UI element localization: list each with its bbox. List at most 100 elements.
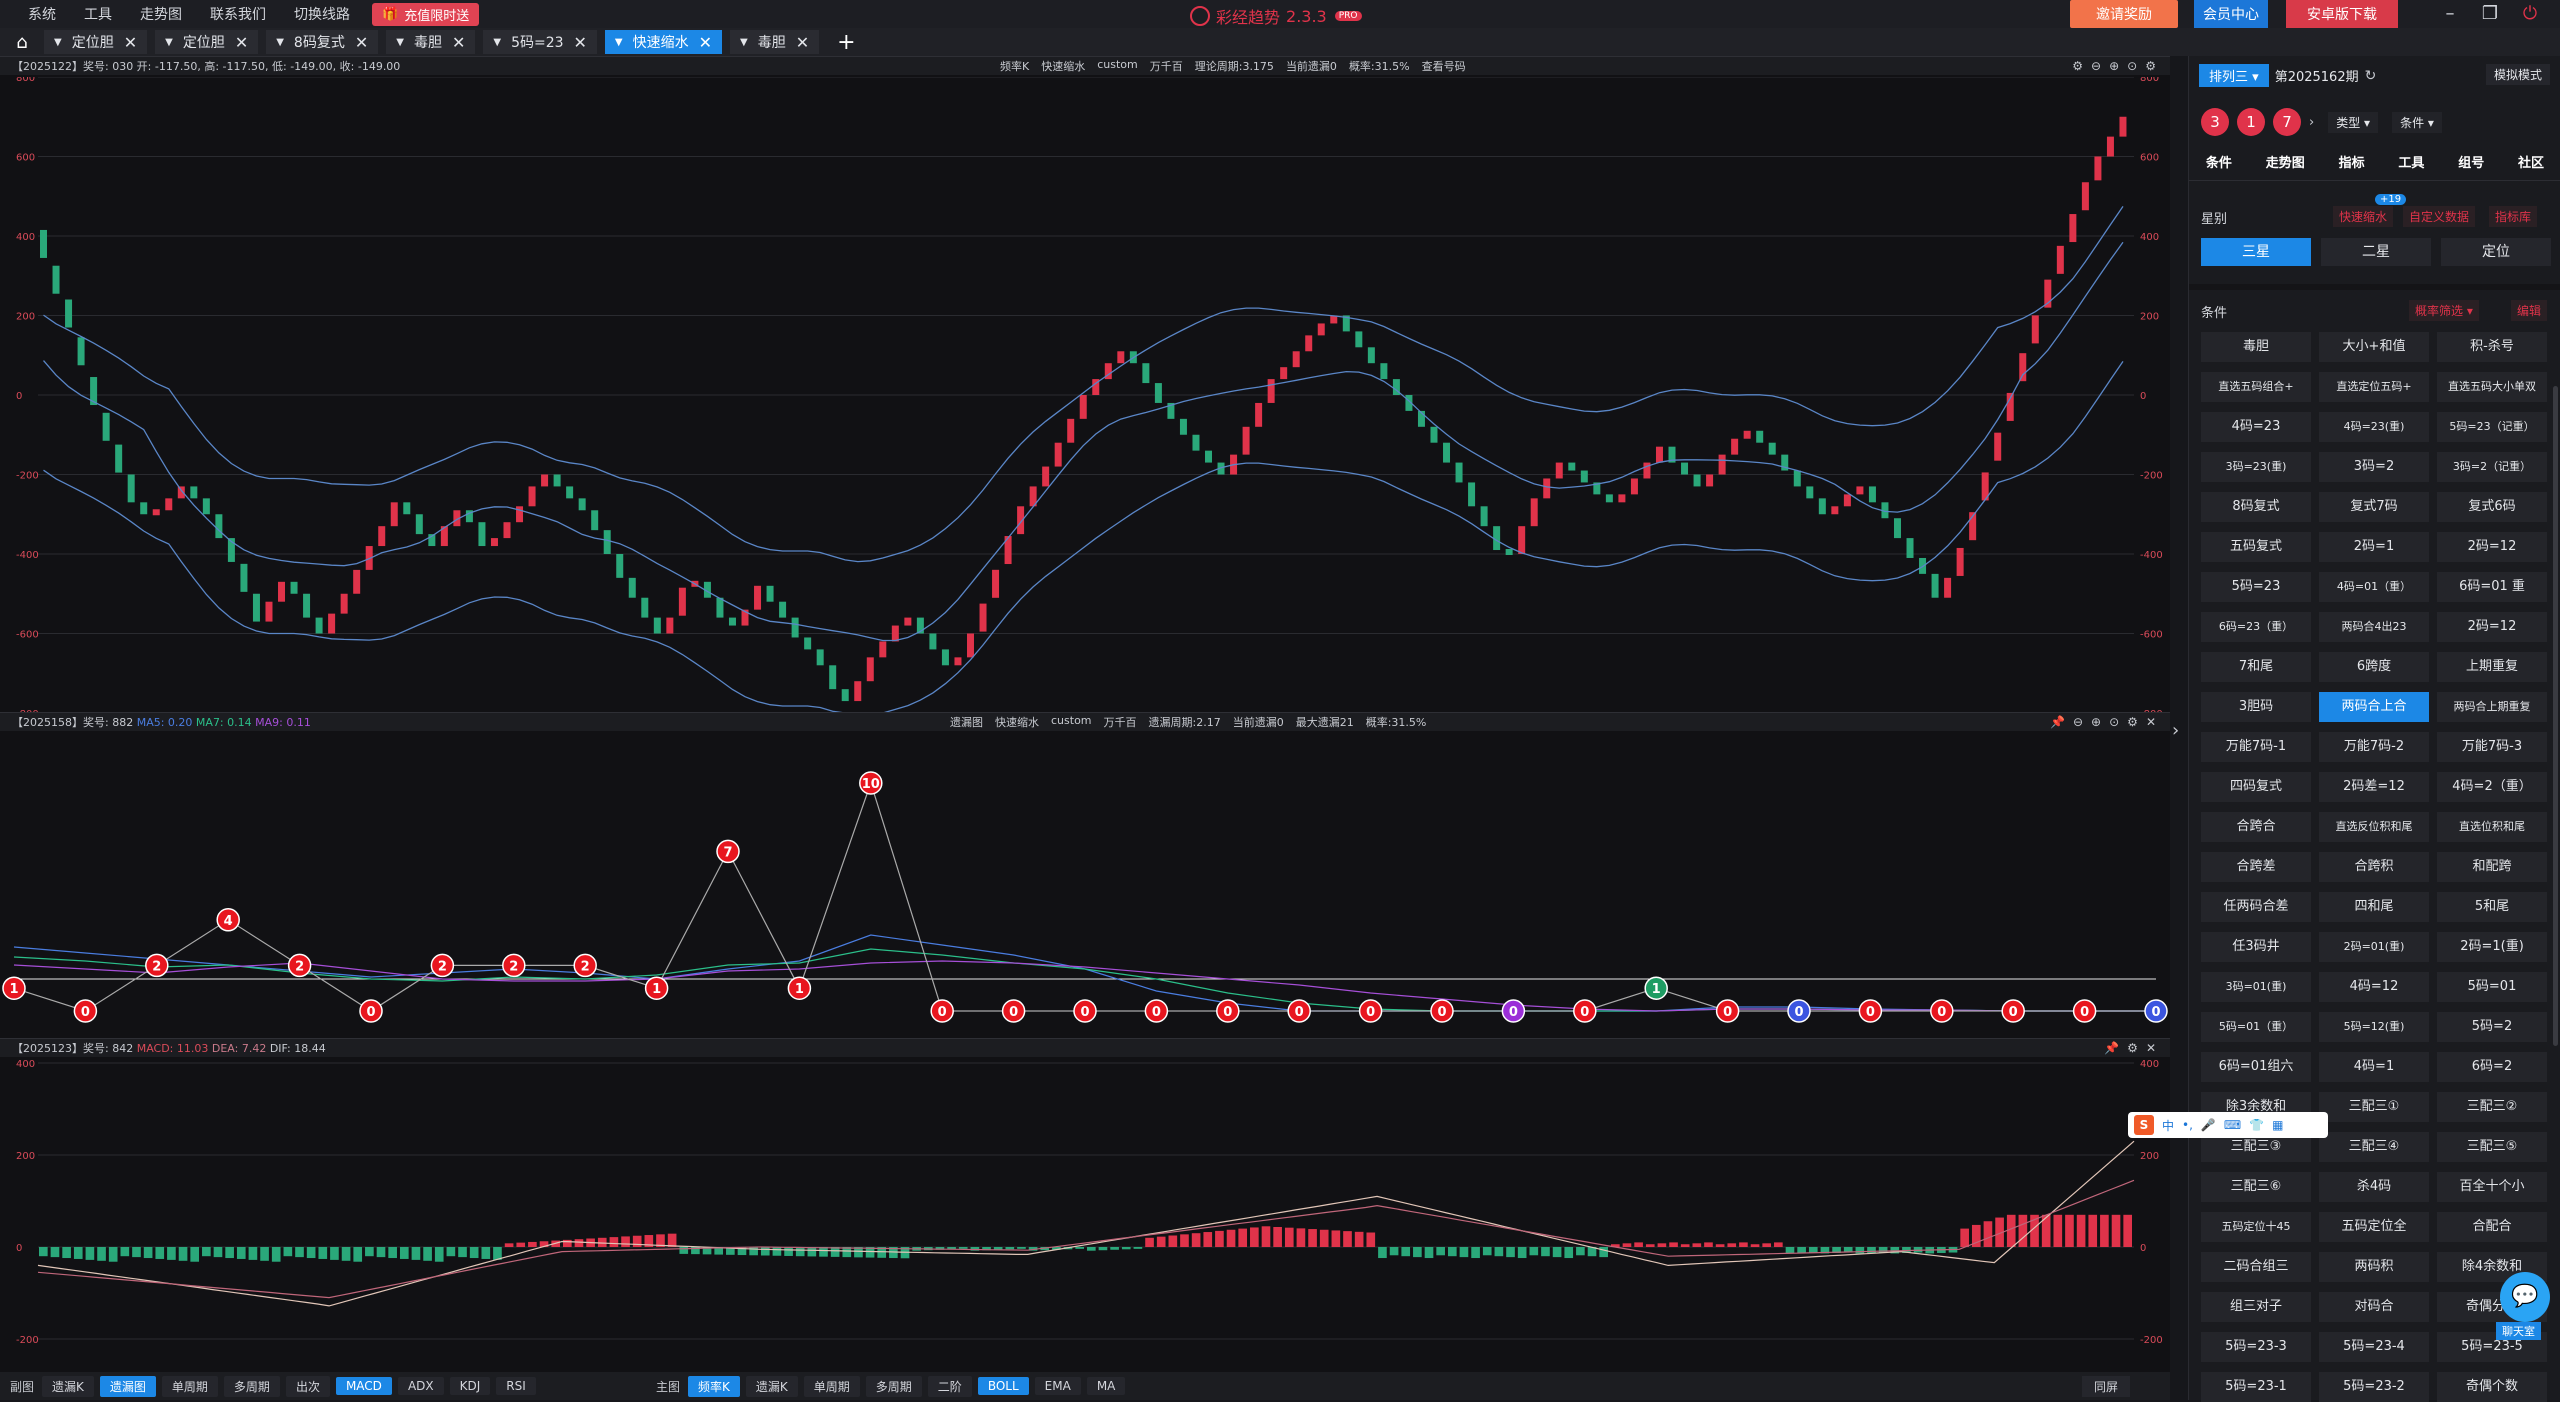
sub-chart-option[interactable]: RSI [496,1377,536,1395]
omission-point[interactable]: 7 [716,839,740,864]
condition-button[interactable]: 5和尾 [2437,892,2547,922]
sub-chart-option[interactable]: 遗漏图 [99,1375,156,1397]
condition-button[interactable]: 4码=12 [2319,972,2429,1002]
omission-point[interactable]: 1 [787,976,812,1000]
condition-button[interactable]: 7和尾 [2201,652,2311,682]
power-icon[interactable]: ⏻ [2522,3,2538,24]
omission-point[interactable]: 0 [359,999,383,1023]
condition-button[interactable]: 任3码井 [2201,932,2311,962]
condition-button[interactable]: 6跨度 [2319,652,2429,682]
gear-icon[interactable]: ⚙ [2145,59,2156,73]
condition-dropdown[interactable]: 条件 ▾ [2392,111,2442,133]
omission-point[interactable]: 2 [430,953,455,978]
dropdown-triangle-icon[interactable]: ▼ [740,36,748,48]
condition-button[interactable]: 5码=23-3 [2201,1332,2311,1362]
condition-button[interactable]: 5码=23-4 [2319,1332,2429,1362]
omission-point[interactable]: 0 [1715,999,1740,1023]
condition-button[interactable]: 积-杀号 [2437,332,2547,362]
condition-button[interactable]: 4码=23 [2201,412,2311,442]
minus-icon[interactable]: ⊖ [2072,715,2084,729]
minus-icon[interactable]: ⊖ [2091,59,2102,73]
right-tab[interactable]: 社区 [2518,156,2545,171]
condition-button[interactable]: 三配三⑤ [2437,1132,2547,1162]
omission-point[interactable]: 1 [2,976,26,1000]
menu-item[interactable]: 系统 [28,7,56,23]
lottery-select[interactable]: 排列三 ▾ [2199,64,2269,87]
right-tab[interactable]: 组号 [2458,156,2485,171]
condition-button[interactable]: 直选位积和尾 [2437,812,2547,842]
close-tab-icon[interactable]: ✕ [573,32,587,52]
condition-button[interactable]: 6码=01 重 [2437,572,2547,602]
omission-point[interactable]: 0 [2001,999,2025,1023]
condition-button[interactable]: 直选反位积和尾 [2319,812,2429,842]
close-tab-icon[interactable]: ✕ [234,32,249,52]
collapse-panel-icon[interactable]: › [2172,720,2180,741]
assistant-icon[interactable]: 💬 [2500,1272,2550,1322]
menu-item[interactable]: 联系我们 [210,7,266,23]
condition-button[interactable]: 合跨差 [2201,852,2311,882]
condition-button[interactable]: 四和尾 [2319,892,2429,922]
omission-point[interactable]: 0 [2144,999,2168,1023]
home-icon[interactable]: ⌂ [16,31,28,53]
condition-button[interactable]: 4码=1 [2319,1052,2429,1082]
sub-chart-option[interactable]: 单周期 [161,1375,218,1397]
condition-button[interactable]: 二码合组三 [2201,1252,2311,1282]
down-icon[interactable]: ⊙ [2109,715,2120,729]
condition-button[interactable]: 组三对子 [2201,1292,2311,1322]
condition-button[interactable]: 杀4码 [2319,1172,2429,1202]
condition-button[interactable]: 奇偶个数 [2437,1372,2547,1402]
condition-button[interactable]: 2码=1 [2319,532,2429,562]
condition-button[interactable]: 5码=23-2 [2319,1372,2429,1402]
omission-point[interactable]: 2 [287,953,312,978]
condition-button[interactable]: 3码=23(重) [2201,452,2311,482]
gear-icon[interactable]: ⚙ [2127,715,2138,729]
omission-point[interactable]: 0 [1144,999,1169,1023]
same-screen-button[interactable]: 同屏 [2081,1375,2130,1397]
condition-button[interactable]: 2码=1(重) [2437,932,2547,962]
condition-button[interactable]: 5码=2 [2437,1012,2547,1042]
close-tab-icon[interactable]: ✕ [698,32,713,52]
menu-item[interactable]: 工具 [84,7,112,23]
condition-button[interactable]: 大小+和值 [2319,332,2429,362]
right-tab[interactable]: 条件 [2205,156,2232,171]
condition-button[interactable]: 任两码合差 [2201,892,2311,922]
tab-item[interactable]: ▼ 毒胆 ✕ [730,30,820,54]
condition-button[interactable]: 6码=01组六 [2201,1052,2311,1082]
condition-button[interactable]: 两码合上合 [2319,692,2429,722]
right-tab[interactable]: 工具 [2398,156,2425,171]
omission-point[interactable]: 0 [1787,999,1811,1023]
omission-point[interactable]: 0 [1858,999,1883,1023]
omission-point[interactable]: 0 [1501,999,1526,1023]
member-center-button[interactable]: 会员中心 [2194,0,2268,28]
edit-button[interactable]: 编辑 [2511,300,2548,321]
condition-button[interactable]: 合跨积 [2319,852,2429,882]
omission-point[interactable]: 1 [644,976,669,1000]
condition-button[interactable]: 4码=2（重） [2437,772,2547,802]
condition-button[interactable]: 复式6码 [2437,492,2547,522]
omission-point[interactable]: 0 [1930,999,1954,1023]
close-icon[interactable]: ✕ [2145,1041,2156,1055]
condition-button[interactable]: 五码定位全 [2319,1212,2429,1242]
quick-shrink-button[interactable]: 快速缩水 [2333,206,2394,227]
condition-button[interactable]: 8码复式 [2201,492,2311,522]
close-tab-icon[interactable]: ✕ [354,32,369,52]
condition-button[interactable]: 5码=23-1 [2201,1372,2311,1402]
omission-point[interactable]: 0 [1573,999,1597,1023]
omission-point[interactable]: 0 [1358,999,1383,1023]
omission-point[interactable]: 0 [2072,999,2097,1023]
menu-item[interactable]: 走势图 [140,7,182,23]
omission-point[interactable]: 0 [1073,999,1097,1023]
pin-icon[interactable]: 📌 [2104,1041,2120,1055]
main-chart-option[interactable]: 遗漏K [745,1375,798,1397]
ime-toolbar[interactable]: S 中 •, 🎤 ⌨ 👕 ▦ [2128,1112,2328,1138]
main-chart-option[interactable]: MA [1086,1377,1126,1395]
macd-chart-canvas[interactable]: 400 400 200 200 0 0 -200 -200 [0,1059,2170,1373]
sub-chart-option[interactable]: KDJ [449,1377,491,1395]
condition-button[interactable]: 5码=23（记重） [2437,412,2547,442]
omission-point[interactable]: 0 [1216,999,1240,1023]
simulate-mode-button[interactable]: 模拟模式 [2485,64,2550,85]
star-option[interactable]: 二星 [2321,238,2431,266]
condition-button[interactable]: 3码=01(重) [2201,972,2311,1002]
condition-button[interactable]: 2码=12 [2437,532,2547,562]
